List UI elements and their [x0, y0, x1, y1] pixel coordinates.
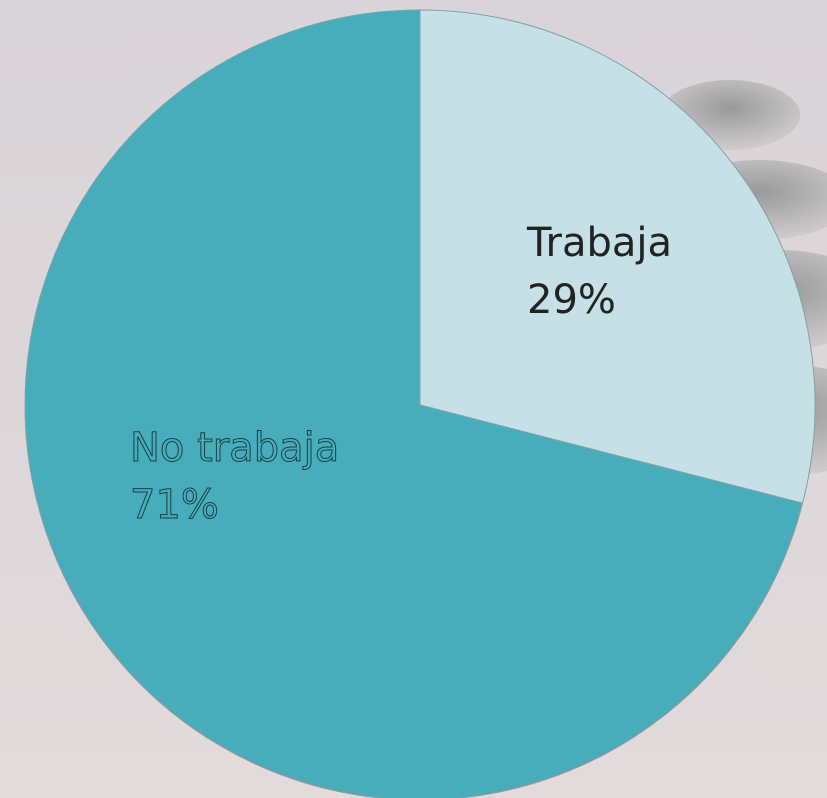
pie: Trabaja 29% No trabaja 71%	[24, 9, 816, 798]
category-label: Trabaja	[526, 220, 672, 266]
category-label: No trabaja	[130, 425, 339, 471]
value-label: 71%	[130, 482, 219, 528]
value-label: 29%	[527, 277, 616, 323]
pie-slice	[419, 9, 816, 504]
pie-slice	[24, 9, 804, 798]
